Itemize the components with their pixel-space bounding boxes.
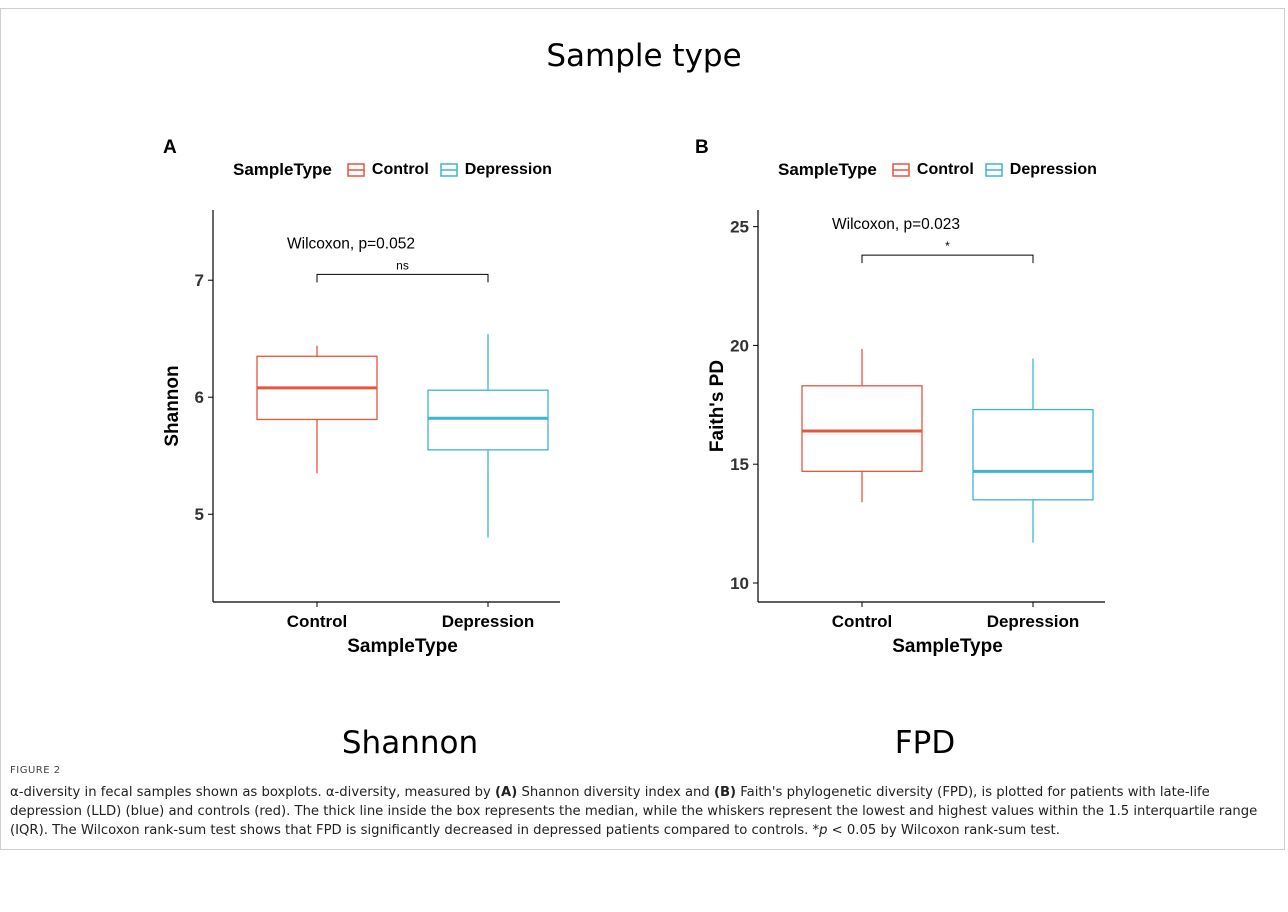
y-tick-label: 5 bbox=[195, 505, 204, 524]
legend-b: SampleType Control Depression bbox=[778, 160, 1101, 180]
y-axis-title: Faith's PD bbox=[707, 360, 728, 452]
significance-label: ns bbox=[396, 258, 409, 272]
significance-bracket bbox=[861, 254, 1034, 264]
x-tick-label: Control bbox=[287, 612, 347, 631]
legend-key-depression bbox=[439, 162, 459, 178]
wilcoxon-label: Wilcoxon, p=0.052 bbox=[287, 235, 415, 252]
wilcoxon-label: Wilcoxon, p=0.023 bbox=[832, 216, 960, 233]
significance-bracket bbox=[316, 273, 489, 283]
legend-label-depression: Depression bbox=[464, 161, 552, 178]
legend-label-control: Control bbox=[916, 161, 974, 178]
y-tick-label: 10 bbox=[730, 574, 749, 593]
caption-fragment: p bbox=[819, 823, 828, 838]
caption-fragment: < 0.05 by Wilcoxon rank-sum test. bbox=[827, 823, 1060, 838]
figure-suptitle: Sample type bbox=[546, 38, 742, 74]
box-depression bbox=[427, 334, 549, 538]
figure-frame bbox=[0, 8, 1285, 850]
x-tick-label: Control bbox=[832, 612, 892, 631]
subtitle-shannon: Shannon bbox=[341, 725, 479, 761]
legend-key-control bbox=[891, 162, 911, 178]
caption-fragment: Shannon diversity index and bbox=[517, 785, 714, 800]
legend-key-depression bbox=[984, 162, 1004, 178]
significance-label: * bbox=[945, 239, 950, 253]
legend-a: SampleType Control Depression bbox=[233, 160, 556, 180]
subtitle-fpd: FPD bbox=[894, 725, 956, 761]
box-control bbox=[801, 348, 923, 503]
legend-label-control: Control bbox=[371, 161, 429, 178]
y-tick-label: 6 bbox=[195, 388, 204, 407]
panel-label-b: B bbox=[695, 137, 709, 158]
caption-fragment: α-diversity in fecal samples shown as bo… bbox=[10, 785, 496, 800]
caption-fragment: Faith's phylogenetic diversity (FPD), is… bbox=[10, 785, 1258, 838]
legend-key-control bbox=[346, 162, 366, 178]
box-iqr bbox=[972, 408, 1094, 501]
x-axis-title: SampleType bbox=[347, 636, 458, 657]
y-axis-title: Shannon bbox=[162, 365, 183, 446]
y-tick-label: 7 bbox=[195, 271, 204, 290]
box-depression bbox=[972, 358, 1094, 543]
panel-label-a: A bbox=[163, 137, 177, 158]
y-tick-label: 25 bbox=[730, 218, 749, 237]
caption-text: α-diversity in fecal samples shown as bo… bbox=[10, 783, 1272, 840]
box-iqr bbox=[801, 385, 923, 472]
boxplot-shannon: 5 6 7 Control Depression SampleType Shannon ns W… bbox=[162, 210, 560, 657]
y-tick-label: 15 bbox=[730, 455, 749, 474]
legend-label-depression: Depression bbox=[1009, 161, 1097, 178]
caption-panel-ref: (B) bbox=[713, 785, 737, 800]
legend-title: SampleType bbox=[233, 160, 332, 179]
y-tick-label: 20 bbox=[730, 336, 749, 355]
box-iqr bbox=[427, 389, 549, 451]
x-axis-title: SampleType bbox=[892, 636, 1003, 657]
boxplot-faiths-pd: 10 15 20 25 Control Depression SampleType Faith… bbox=[707, 210, 1105, 657]
caption-label: FIGURE 2 bbox=[10, 765, 61, 776]
x-tick-label: Depression bbox=[987, 612, 1080, 631]
legend-title: SampleType bbox=[778, 160, 877, 179]
box-control bbox=[256, 345, 378, 474]
caption-panel-ref: (A) bbox=[495, 785, 518, 800]
x-tick-label: Depression bbox=[442, 612, 535, 631]
